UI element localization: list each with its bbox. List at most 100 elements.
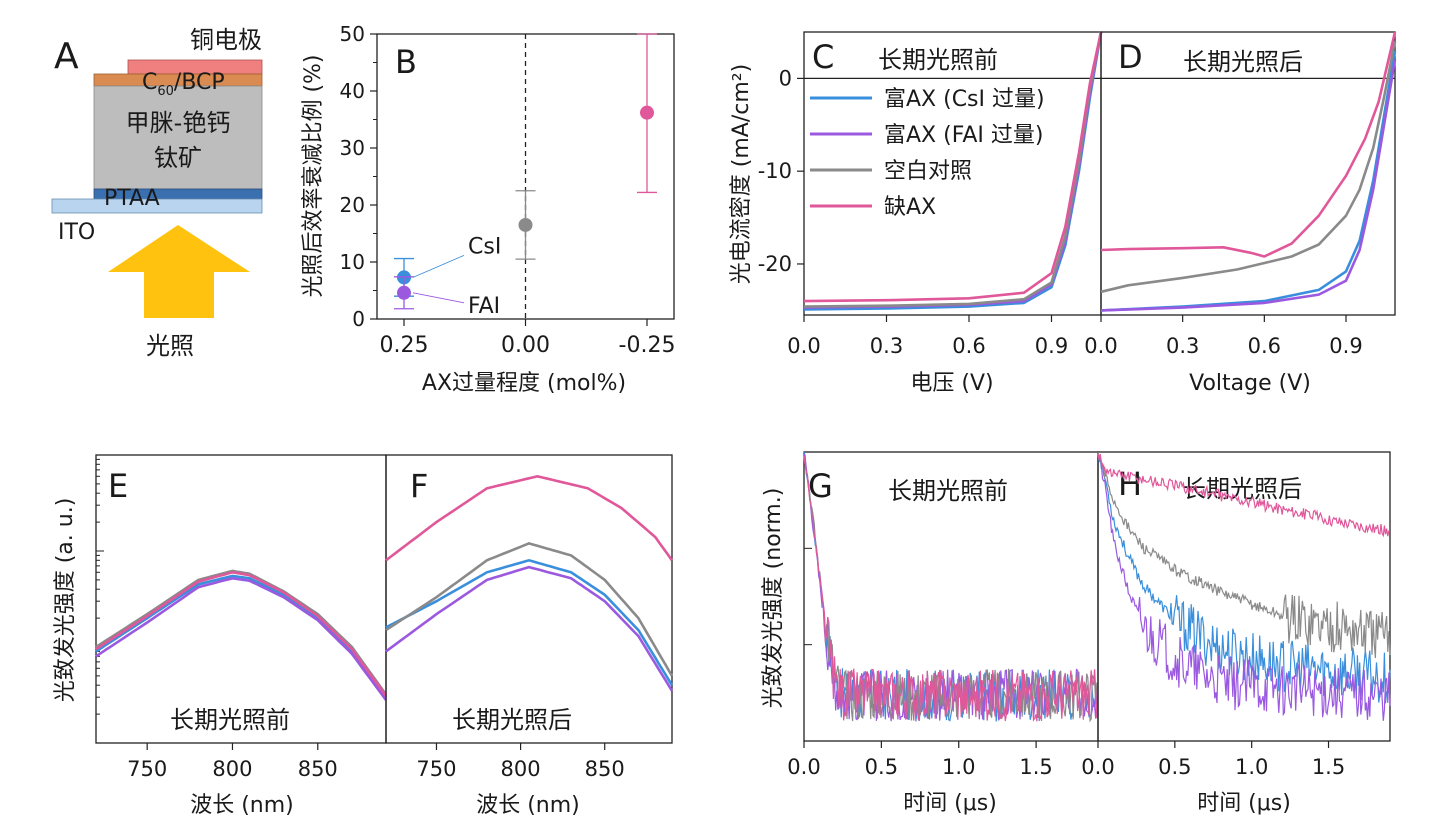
- c60-text: C: [142, 70, 157, 95]
- panel-h-xlabel: 时间 (μs): [1197, 791, 1291, 816]
- panel-e-xlabel: 波长 (nm): [190, 793, 294, 818]
- panel-f-letter: F: [410, 467, 428, 505]
- xtick-label: 0.0: [787, 755, 820, 779]
- jv-series-line: [1100, 59, 1397, 312]
- panel-g: G 长期光照前 光致发光强度 (norm.) 时间 (μs) 0.0 0.5 1.0…: [761, 451, 1099, 816]
- xtick-label: 1.5: [1312, 755, 1345, 779]
- panel-c-ylabel: 光电流密度 (mA/cm²): [729, 64, 754, 284]
- perovskite-label-line2: 钛矿: [154, 144, 202, 172]
- panel-b-xtick-label: -0.25: [619, 333, 676, 358]
- jv-series-line: [1100, 31, 1397, 258]
- xtick-label: 850: [585, 757, 625, 781]
- panel-b-annotation-line: [412, 254, 465, 278]
- panel-d-frame: [1100, 31, 1396, 316]
- ytick-label: 0: [779, 66, 792, 90]
- panel-h: H 长期光照后 时间 (μs) 0.0 0.5 1.0 1.5: [1081, 451, 1391, 816]
- panel-e: E 长期光照前 光致发光强度 (a. u.) 波长 (nm) 750 800 850: [53, 454, 388, 818]
- pl-series-line: [95, 570, 388, 697]
- xtick-label: 850: [298, 757, 338, 781]
- panel-b-point: [518, 217, 533, 232]
- panel-c: C 长期光照前 光电流密度 (mA/cm²) 电压 (V) 0.0 0.3 0.6 0…: [729, 31, 1103, 396]
- panel-f-title: 长期光照后: [452, 706, 572, 734]
- xtick-label: 800: [212, 757, 252, 781]
- xtick-label: 0.6: [1248, 334, 1281, 358]
- panel-g-ylabel: 光致发光强度 (norm.): [761, 488, 786, 709]
- panel-g-letter: G: [808, 467, 833, 505]
- panel-h-title: 长期光照后: [1182, 475, 1302, 503]
- electrode-label: 铜电极: [190, 26, 262, 54]
- ito-label: ITO: [58, 220, 95, 245]
- panel-f-frame: [385, 454, 673, 744]
- panel-g-title: 长期光照前: [888, 477, 1008, 505]
- panel-b-frame: [376, 33, 675, 320]
- xtick-label: 0.3: [1166, 334, 1199, 358]
- panel-e-title: 长期光照前: [170, 706, 290, 734]
- pl-series-line: [95, 574, 388, 698]
- panel-b-letter: B: [395, 43, 417, 81]
- panel-b-ytick-label: 50: [340, 22, 365, 46]
- panel-c-title: 长期光照前: [878, 46, 998, 74]
- c60-label: C60/BCP: [142, 70, 225, 99]
- panel-b-xtick-label: 0.25: [380, 333, 429, 358]
- panel-b-ytick-label: 10: [340, 250, 365, 274]
- xtick-label: 0.0: [1081, 755, 1114, 779]
- panel-f-content: 750 800 850: [385, 474, 674, 781]
- xtick-label: 750: [127, 757, 167, 781]
- panel-h-content: 0.0 0.5 1.0 1.5: [1081, 451, 1391, 779]
- trpl-series-line: [1097, 451, 1391, 659]
- legend-label: 富AX (FAI 过量): [884, 123, 1043, 148]
- panel-b-annotation: FAI: [468, 294, 500, 319]
- panel-d-xlabel: Voltage (V): [1189, 371, 1311, 396]
- panel-c-xlabel: 电压 (V): [910, 371, 993, 396]
- xtick-label: 0.3: [870, 334, 903, 358]
- panel-b: B 光照后效率衰减比例 (%) AX过量程度 (mol%) 0 10 20 30 40 5…: [301, 22, 675, 396]
- panel-b-ylabel: 光照后效率衰减比例 (%): [301, 54, 326, 297]
- ptaa-label: PTAA: [104, 186, 160, 211]
- trpl-series-line: [803, 455, 1099, 722]
- panel-b-point: [397, 285, 411, 300]
- panel-e-ylabel: 光致发光强度 (a. u.): [53, 498, 78, 703]
- panel-b-annotation-line: [412, 292, 465, 304]
- panel-b-ytick-label: 20: [340, 193, 365, 217]
- trpl-series-line: [1097, 453, 1391, 538]
- c60-subscript: 60: [157, 84, 174, 99]
- panel-f: F 长期光照后 波长 (nm) 750 800 850: [385, 454, 674, 818]
- panel-c-content: 0.0 0.3 0.6 0.9 0 -10 -20: [758, 31, 1103, 358]
- panel-b-ytick-label: 40: [340, 79, 365, 103]
- jv-series-line: [1100, 41, 1397, 294]
- panel-g-content: 0.0 0.5 1.0 1.5: [787, 451, 1099, 779]
- xtick-label: 0.9: [1035, 334, 1068, 358]
- perovskite-label-line1: 甲脒-铯钙: [126, 109, 231, 137]
- panel-e-frame: [95, 454, 387, 744]
- xtick-label: 0.0: [1084, 334, 1117, 358]
- panel-e-letter: E: [108, 467, 128, 505]
- legend-label: 缺AX: [884, 195, 936, 220]
- panel-b-point: [640, 105, 654, 120]
- panel-a: A 铜电极 C60/BCP 甲脒-铯钙 钛矿 PTAA ITO 光照: [51, 26, 263, 360]
- ytick-label: -20: [758, 252, 792, 276]
- xtick-label: 0.9: [1329, 334, 1362, 358]
- panel-h-frame: [1097, 451, 1391, 742]
- panel-d-title: 长期光照后: [1183, 48, 1303, 76]
- xtick-label: 750: [416, 757, 456, 781]
- legend-label: 富AX (CsI 过量): [884, 87, 1045, 112]
- illumination-arrow: [108, 225, 250, 318]
- perovskite-layer: [93, 85, 263, 190]
- panel-b-xtick-label: 0.00: [501, 333, 550, 358]
- panel-f-xlabel: 波长 (nm): [476, 793, 580, 818]
- pl-series-line: [385, 565, 674, 692]
- panel-b-ytick-label: 30: [340, 136, 365, 160]
- panel-d: D 长期光照后 Voltage (V) 0.0 0.3 0.6 0.9: [1084, 31, 1397, 396]
- xtick-label: 0.5: [1158, 755, 1191, 779]
- panel-b-annotation: CsI: [468, 234, 501, 259]
- pl-series-line: [385, 558, 674, 686]
- jv-series-line: [803, 31, 1103, 303]
- panel-c-letter: C: [812, 38, 834, 76]
- pl-series-line: [385, 542, 674, 677]
- ito-layer: [51, 198, 263, 214]
- pl-series-line: [95, 576, 388, 701]
- xtick-label: 1.0: [1235, 755, 1268, 779]
- illumination-label: 光照: [146, 332, 194, 360]
- panel-e-content: 750 800 850: [95, 454, 388, 781]
